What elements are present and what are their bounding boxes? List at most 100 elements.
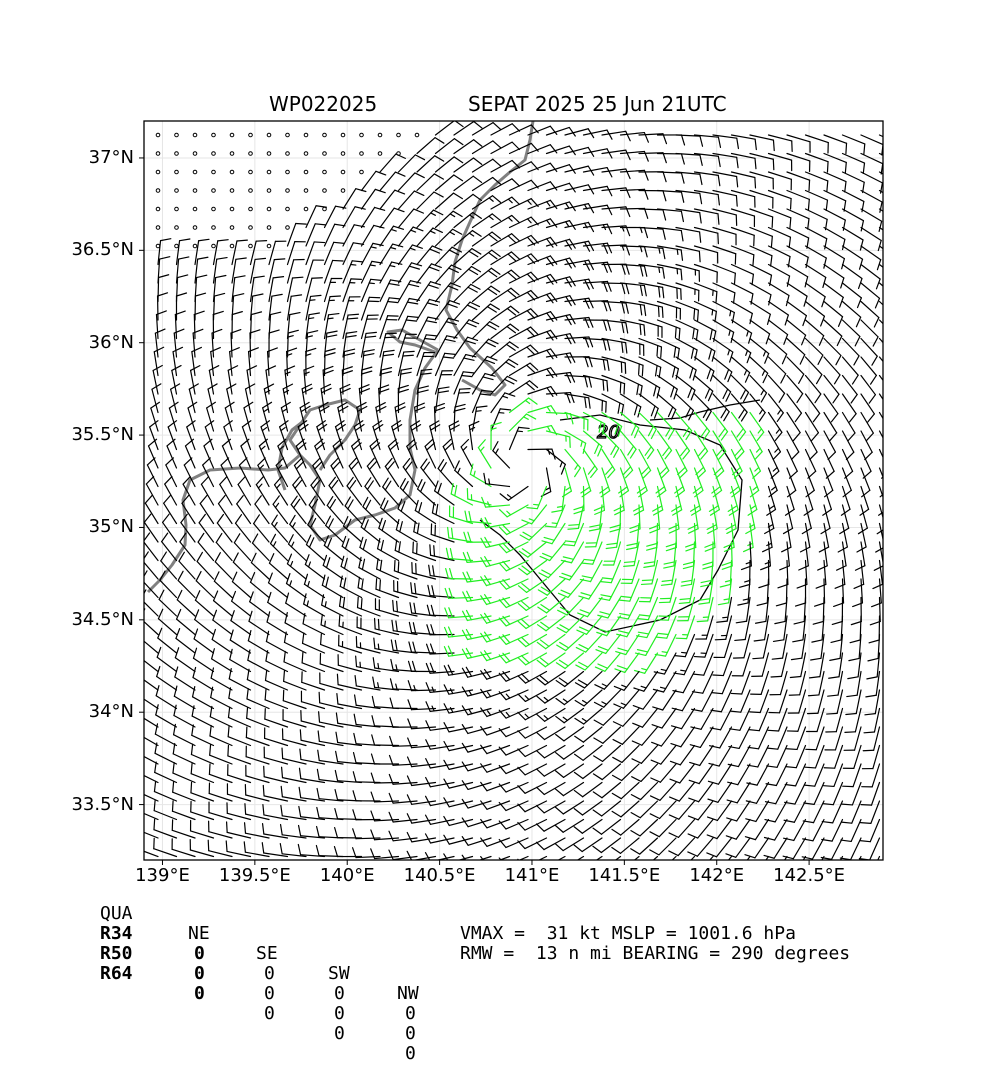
wind-barb (327, 497, 343, 524)
calm-marker (156, 133, 160, 137)
wind-barb (658, 191, 684, 203)
wind-barb (316, 846, 343, 857)
wind-barb (727, 783, 750, 803)
wind-barb (269, 312, 281, 338)
calm-marker (230, 207, 234, 211)
wind-barb (695, 265, 718, 283)
wind-barb (806, 450, 816, 479)
calm-marker (212, 244, 216, 248)
wind-barb (268, 592, 288, 616)
wind-barb (193, 648, 213, 671)
wind-barb (288, 313, 300, 339)
wind-barb (565, 376, 591, 388)
wind-barb (258, 458, 269, 487)
wind-barb (806, 265, 826, 288)
wind-barb (771, 653, 787, 677)
wind-barb (584, 149, 612, 158)
calm-marker (193, 207, 197, 211)
calm-marker (267, 244, 271, 248)
wind-barb (245, 785, 269, 801)
wind-barb (732, 413, 746, 441)
wind-barb (556, 653, 583, 668)
calm-marker (193, 152, 197, 156)
wind-barb (232, 312, 242, 339)
wind-barb (339, 635, 362, 653)
wind-barb (478, 440, 491, 468)
lat-label: 36°N (60, 333, 134, 353)
wind-barb (251, 241, 267, 265)
wind-barb (337, 674, 361, 690)
wind-barb (462, 743, 491, 752)
wind-barb (713, 339, 733, 363)
wind-barb (783, 838, 805, 859)
wind-barb (638, 598, 658, 620)
wind-barb (769, 135, 793, 151)
wind-barb (288, 259, 305, 283)
wind-barb (481, 838, 510, 846)
wind-barb (302, 652, 324, 671)
calm-marker (156, 170, 160, 174)
wind-barb (241, 439, 251, 468)
wind-barb (191, 366, 200, 394)
wind-barb (306, 348, 316, 375)
calm-marker (304, 189, 308, 193)
wind-barb (676, 302, 698, 321)
wind-barb (862, 746, 879, 769)
calm-marker (193, 226, 197, 230)
wind-barb (174, 686, 195, 708)
coastline-east-honshu (446, 121, 533, 395)
wind-barb (375, 599, 398, 616)
wind-barb (835, 561, 845, 589)
wind-barb (481, 782, 510, 790)
wind-barb (547, 202, 576, 211)
wind-barb (412, 563, 436, 579)
wind-barb (443, 439, 454, 468)
wind-barb (226, 841, 250, 856)
wind-barb (824, 265, 844, 288)
wind-barb (708, 764, 731, 784)
calm-marker (286, 226, 290, 230)
wind-barb (880, 450, 890, 479)
wind-barb (861, 468, 870, 497)
calm-marker (267, 226, 271, 230)
wind-barb (213, 311, 223, 338)
lat-label: 34.5°N (60, 610, 134, 630)
wind-barb (329, 477, 343, 505)
wind-barb (481, 745, 510, 753)
wind-barb (537, 672, 565, 685)
wind-barb (481, 595, 510, 605)
wind-barb (799, 542, 809, 570)
wind-barb (481, 857, 510, 865)
calm-marker (193, 133, 197, 137)
wind-barb (787, 135, 810, 152)
wind-barb (584, 186, 612, 195)
wind-barb (454, 372, 474, 394)
calm-marker (156, 226, 160, 230)
calm-marker (212, 189, 216, 193)
wind-barb (757, 579, 768, 605)
wind-barb (658, 376, 678, 400)
wind-barb (491, 124, 520, 135)
wind-barb (239, 458, 250, 487)
wind-barb (209, 821, 232, 838)
wind-barb (408, 681, 435, 691)
calm-marker (193, 244, 197, 248)
wind-barb (602, 169, 630, 179)
wind-barb (787, 727, 806, 749)
wind-barb (190, 840, 213, 857)
wind-barb (353, 791, 380, 801)
wind-barb (823, 487, 832, 516)
wind-barb (481, 801, 510, 809)
calm-marker (286, 152, 290, 156)
wind-barb (481, 689, 510, 697)
wind-barb (650, 505, 660, 533)
wind-barb (301, 691, 324, 708)
wind-barb (658, 320, 680, 339)
lat-label: 35°N (60, 517, 134, 537)
wind-barb (499, 579, 528, 589)
wind-barb (444, 704, 472, 713)
wind-barb (356, 656, 380, 671)
wind-barb (195, 275, 207, 301)
wind-barb (837, 542, 846, 570)
wind-barb (499, 542, 528, 553)
